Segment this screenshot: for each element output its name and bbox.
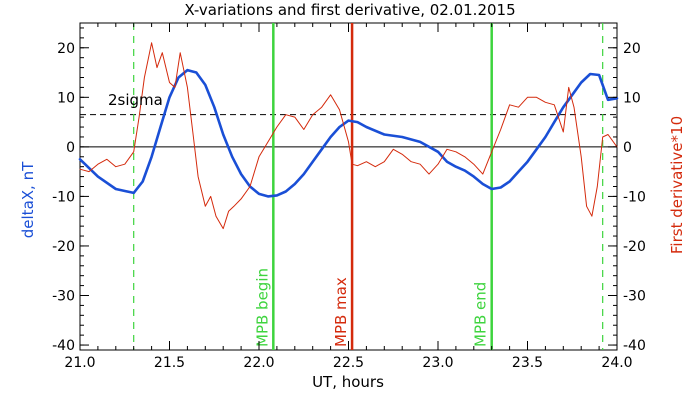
series-group bbox=[78, 42, 619, 230]
x-tick-label: 22.5 bbox=[333, 355, 364, 371]
y-tick-label: 20 bbox=[57, 41, 75, 57]
chart-title: X-variations and first derivative, 02.01… bbox=[184, 1, 515, 19]
y-axis-ticks: 20 10 0 -10 -20 -30 -40 bbox=[52, 27, 89, 354]
marker-label: MPB begin bbox=[253, 268, 271, 347]
y2-axis-ticks: 20 10 0 -10 -20 -30 -40 bbox=[608, 27, 646, 354]
x-tick-label: 22.0 bbox=[243, 355, 274, 371]
marker-lines-group: MPB begin MPB max MPB end bbox=[133, 23, 604, 350]
marker-label: MPB max bbox=[332, 277, 350, 347]
y-tick-label: -10 bbox=[52, 189, 75, 205]
x-tick-label: 23.0 bbox=[422, 355, 453, 371]
y2-tick-label: -40 bbox=[623, 338, 646, 354]
x-axis-title: UT, hours bbox=[312, 373, 384, 391]
sigma-label: 2sigma bbox=[108, 91, 163, 109]
y2-tick-label: -20 bbox=[623, 239, 646, 255]
y2-tick-label: -30 bbox=[623, 289, 646, 305]
x-axis-ticks: 21.0 21.5 22.0 22.5 23.0 23.5 24.0 bbox=[64, 23, 633, 371]
y-tick-label: 10 bbox=[57, 90, 75, 106]
y-tick-label: -30 bbox=[52, 289, 75, 305]
y2-tick-label: 10 bbox=[623, 90, 641, 106]
y-tick-label: -20 bbox=[52, 239, 75, 255]
y-axis-title: deltaX, nT bbox=[19, 161, 37, 238]
deltax-series-line bbox=[78, 68, 619, 198]
x-tick-label: 21.0 bbox=[64, 355, 95, 371]
y-tick-label: -40 bbox=[52, 338, 75, 354]
y-tick-label: 0 bbox=[66, 140, 75, 156]
marker-label: MPB end bbox=[472, 282, 490, 347]
y2-axis-title: First derivative*10 bbox=[668, 116, 686, 254]
y2-tick-label: 20 bbox=[623, 41, 641, 57]
y2-tick-label: 0 bbox=[623, 140, 632, 156]
x-tick-label: 21.5 bbox=[154, 355, 185, 371]
x-tick-label: 23.5 bbox=[512, 355, 543, 371]
y2-tick-label: -10 bbox=[623, 189, 646, 205]
x-tick-label: 24.0 bbox=[601, 355, 632, 371]
derivative-series-line bbox=[79, 42, 618, 230]
